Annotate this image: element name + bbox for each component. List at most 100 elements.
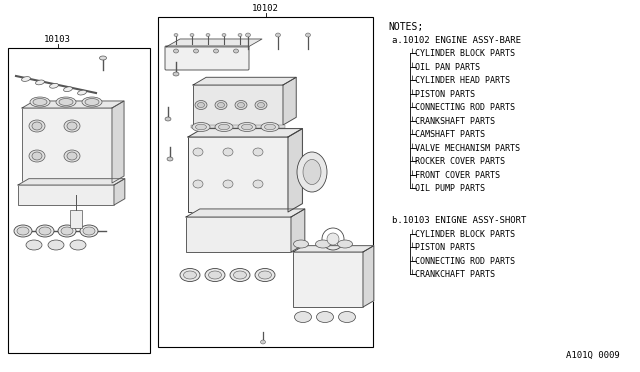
Polygon shape	[188, 129, 302, 137]
Ellipse shape	[235, 100, 247, 109]
Ellipse shape	[206, 33, 210, 36]
Bar	[18, 185, 114, 205]
Polygon shape	[186, 209, 305, 217]
Ellipse shape	[215, 100, 227, 109]
Ellipse shape	[167, 157, 173, 161]
Polygon shape	[293, 246, 374, 252]
Text: └CYLINDER HEAD PARTS: └CYLINDER HEAD PARTS	[410, 76, 510, 85]
Ellipse shape	[193, 148, 203, 156]
Ellipse shape	[14, 225, 32, 237]
Ellipse shape	[259, 271, 271, 279]
Ellipse shape	[337, 240, 353, 248]
Ellipse shape	[32, 122, 42, 130]
Ellipse shape	[58, 225, 76, 237]
Bar	[8, 48, 150, 353]
Ellipse shape	[264, 124, 275, 130]
Ellipse shape	[173, 49, 179, 53]
Ellipse shape	[238, 122, 256, 131]
Ellipse shape	[223, 180, 233, 188]
Ellipse shape	[294, 311, 312, 323]
Text: NOTES;: NOTES;	[388, 22, 423, 32]
Ellipse shape	[237, 103, 244, 108]
Ellipse shape	[64, 120, 80, 132]
Polygon shape	[112, 101, 124, 183]
Ellipse shape	[303, 160, 321, 185]
Text: └CRANKSHAFT PARTS: └CRANKSHAFT PARTS	[410, 116, 495, 125]
Text: └ROCKER COVER PARTS: └ROCKER COVER PARTS	[410, 157, 505, 166]
Ellipse shape	[49, 83, 58, 88]
Text: └OIL PAN PARTS: └OIL PAN PARTS	[410, 62, 480, 71]
Ellipse shape	[198, 103, 205, 108]
Ellipse shape	[36, 80, 44, 85]
Ellipse shape	[193, 180, 203, 188]
Ellipse shape	[173, 72, 179, 76]
Bar	[293, 252, 363, 307]
Polygon shape	[291, 209, 305, 252]
Ellipse shape	[29, 120, 45, 132]
Polygon shape	[283, 77, 296, 125]
Bar	[186, 217, 291, 252]
Ellipse shape	[63, 87, 72, 92]
Text: b.10103 ENIGNE ASSY-SHORT: b.10103 ENIGNE ASSY-SHORT	[392, 217, 526, 225]
Ellipse shape	[260, 340, 266, 344]
Text: └CONNECTING ROD PARTS: └CONNECTING ROD PARTS	[410, 257, 515, 266]
FancyBboxPatch shape	[165, 46, 249, 70]
Text: └CAMSHAFT PARTS: └CAMSHAFT PARTS	[410, 130, 485, 139]
Ellipse shape	[316, 240, 330, 248]
Ellipse shape	[36, 225, 54, 237]
Ellipse shape	[255, 269, 275, 282]
Ellipse shape	[275, 33, 280, 37]
Ellipse shape	[174, 33, 178, 36]
Ellipse shape	[305, 33, 310, 37]
Text: └PISTON PARTS: └PISTON PARTS	[410, 243, 475, 252]
Ellipse shape	[67, 152, 77, 160]
Polygon shape	[288, 129, 302, 212]
Bar	[188, 137, 288, 212]
Ellipse shape	[214, 49, 218, 53]
Ellipse shape	[218, 124, 230, 130]
Ellipse shape	[222, 33, 226, 36]
Polygon shape	[22, 101, 124, 108]
Ellipse shape	[192, 122, 210, 131]
Bar	[158, 17, 373, 347]
Polygon shape	[166, 39, 262, 47]
Ellipse shape	[253, 180, 263, 188]
Ellipse shape	[17, 227, 29, 235]
Ellipse shape	[230, 269, 250, 282]
Text: a.10102 ENGINE ASSY-BARE: a.10102 ENGINE ASSY-BARE	[392, 35, 521, 45]
Ellipse shape	[83, 227, 95, 235]
Text: └CYLINDER BLOCK PARTS: └CYLINDER BLOCK PARTS	[410, 49, 515, 58]
Ellipse shape	[339, 311, 355, 323]
Ellipse shape	[234, 271, 246, 279]
Text: └FRONT COVER PARTS: └FRONT COVER PARTS	[410, 170, 500, 180]
Ellipse shape	[39, 227, 51, 235]
Ellipse shape	[255, 100, 267, 109]
Ellipse shape	[209, 271, 221, 279]
Ellipse shape	[205, 269, 225, 282]
Ellipse shape	[241, 124, 253, 130]
Ellipse shape	[22, 77, 31, 81]
Ellipse shape	[215, 122, 233, 131]
Text: └PISTON PARTS: └PISTON PARTS	[410, 90, 475, 99]
Ellipse shape	[64, 150, 80, 162]
Polygon shape	[114, 179, 125, 205]
Bar	[70, 210, 82, 228]
Ellipse shape	[223, 148, 233, 156]
Polygon shape	[363, 246, 374, 307]
Text: └VALVE MECHANISM PARTS: └VALVE MECHANISM PARTS	[410, 144, 520, 153]
Text: 10103: 10103	[44, 35, 71, 44]
Text: └CONNECTING ROD PARTS: └CONNECTING ROD PARTS	[410, 103, 515, 112]
Ellipse shape	[257, 103, 264, 108]
Ellipse shape	[59, 99, 73, 106]
Ellipse shape	[195, 100, 207, 109]
Bar	[191, 125, 285, 128]
Ellipse shape	[327, 233, 339, 245]
Ellipse shape	[253, 148, 263, 156]
Text: └CRANKCHAFT PARTS: └CRANKCHAFT PARTS	[410, 270, 495, 279]
Ellipse shape	[165, 117, 171, 121]
Ellipse shape	[238, 33, 242, 36]
Ellipse shape	[180, 269, 200, 282]
Polygon shape	[193, 77, 296, 85]
Ellipse shape	[30, 97, 50, 107]
Ellipse shape	[48, 240, 64, 250]
